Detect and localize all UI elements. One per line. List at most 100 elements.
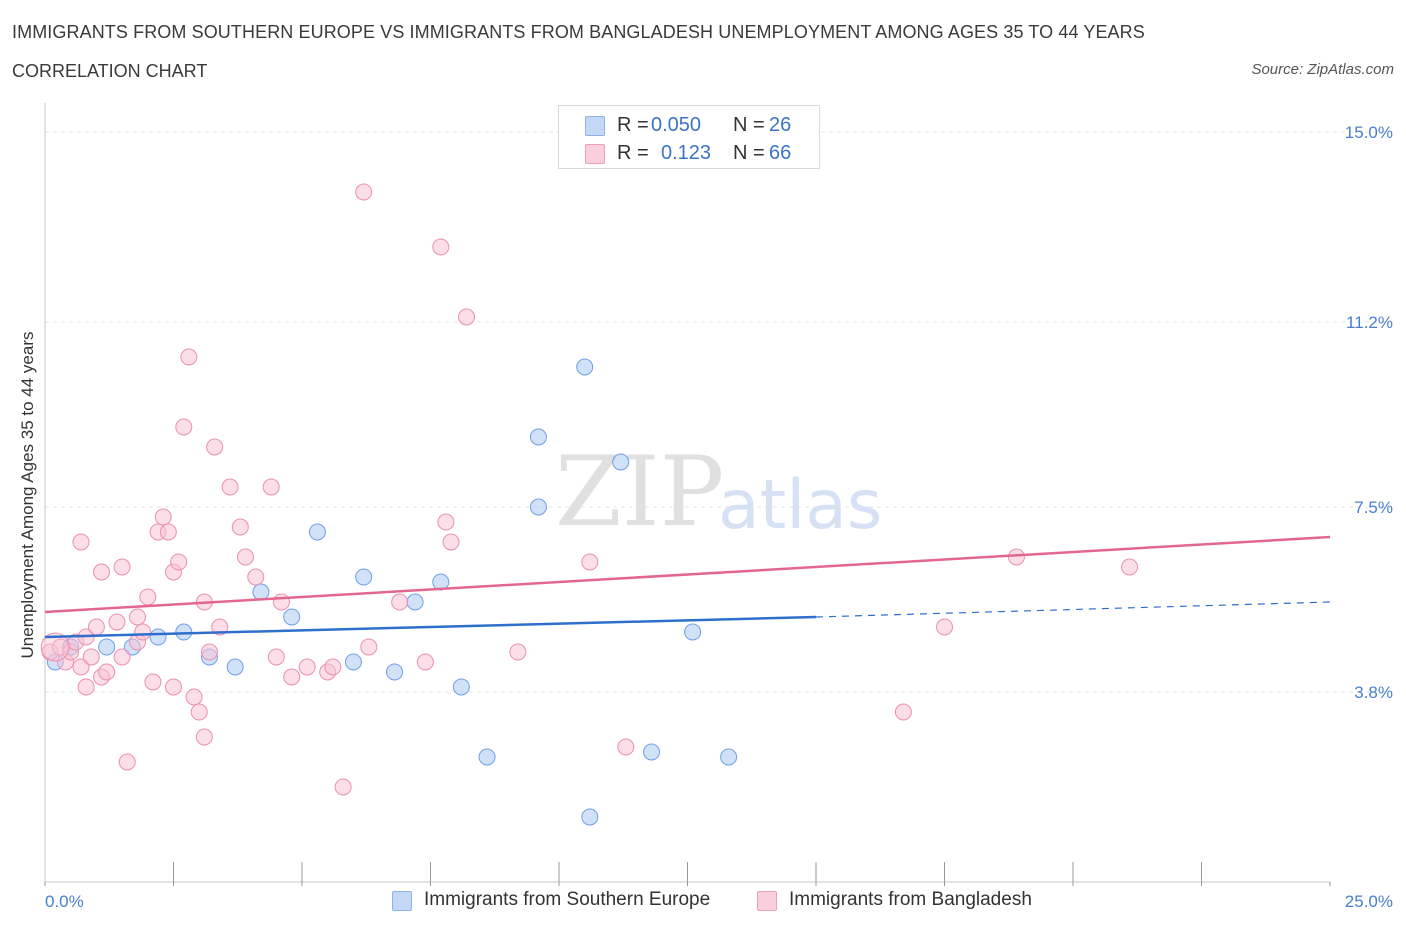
legend-r-label: R =: [617, 142, 649, 164]
point-bangladesh: [272, 593, 290, 611]
point-bangladesh: [134, 623, 152, 641]
point-bangladesh: [416, 653, 434, 671]
point-bangladesh: [139, 588, 157, 606]
y-tick-label: 3.8%: [1354, 683, 1393, 702]
point-bangladesh: [72, 533, 90, 551]
y-tick-label: 11.2%: [1346, 313, 1393, 332]
point-bangladesh: [936, 618, 953, 636]
point-southern-europe: [344, 653, 362, 671]
point-bangladesh: [262, 478, 280, 496]
point-southern-europe: [149, 628, 167, 646]
legend-swatch-pink: [757, 891, 777, 911]
point-bangladesh: [267, 648, 285, 666]
point-southern-europe: [612, 453, 630, 471]
point-bangladesh: [442, 533, 460, 551]
point-bangladesh: [118, 753, 136, 771]
point-southern-europe: [355, 568, 373, 586]
point-bangladesh: [894, 703, 912, 721]
point-bangladesh: [221, 478, 239, 496]
point-bangladesh: [206, 438, 224, 456]
point-bangladesh: [195, 728, 213, 746]
legend-label-bangladesh: Immigrants from Bangladesh: [789, 889, 1032, 910]
point-southern-europe: [98, 638, 116, 656]
point-southern-europe: [684, 623, 702, 641]
point-bangladesh: [617, 738, 635, 756]
point-bangladesh: [98, 663, 116, 681]
legend-r-value: 0.123: [661, 142, 712, 164]
legend-r-value: 0.050: [651, 114, 702, 136]
point-southern-europe: [478, 748, 496, 766]
point-bangladesh: [200, 643, 218, 661]
point-southern-europe: [529, 428, 547, 446]
point-bangladesh: [1007, 548, 1025, 566]
trend-extension-southern-europe: [815, 601, 1331, 618]
point-bangladesh: [247, 568, 265, 586]
correlation-legend: R = 0.050 N = 26 R = 0.123 N = 66: [558, 105, 820, 169]
point-bangladesh: [185, 688, 203, 706]
legend-r-label: R =: [617, 114, 649, 136]
point-bangladesh: [93, 563, 111, 581]
x-tick-label: 25.0%: [1345, 892, 1393, 911]
point-bangladesh: [154, 508, 172, 526]
point-southern-europe: [308, 523, 326, 541]
point-bangladesh: [129, 608, 147, 626]
y-tick-label: 15.0%: [1345, 123, 1393, 142]
legend-n-value: 26: [769, 114, 792, 136]
legend-n-label: N =: [733, 114, 765, 136]
point-cluster: [40, 632, 70, 662]
tick-labels: 3.8% 7.5% 11.2% 15.0% 0.0% 25.0%: [45, 123, 1393, 911]
point-southern-europe: [283, 608, 301, 626]
legend-n-value: 66: [769, 142, 792, 164]
axes: [44, 103, 1331, 886]
x-tick-label: 0.0%: [45, 892, 84, 911]
trend-lines: [44, 535, 1331, 639]
point-bangladesh: [144, 673, 162, 691]
grid-lines: [45, 131, 1390, 693]
point-bangladesh: [190, 703, 208, 721]
point-bangladesh: [165, 678, 182, 696]
point-bangladesh: [432, 238, 450, 256]
point-bangladesh: [159, 523, 177, 541]
legend-n-label: N =: [733, 142, 765, 164]
watermark-atlas: atlas: [718, 466, 882, 545]
point-southern-europe: [386, 663, 404, 681]
point-bangladesh: [355, 183, 373, 201]
point-southern-europe: [406, 593, 424, 611]
point-southern-europe: [643, 743, 661, 761]
point-southern-europe: [581, 808, 599, 826]
point-southern-europe: [720, 748, 738, 766]
legend-swatch-blue: [392, 891, 412, 911]
point-bangladesh: [360, 638, 378, 656]
data-points: [40, 183, 1139, 826]
point-bangladesh: [113, 558, 131, 576]
point-southern-europe: [452, 678, 470, 696]
chart-title: IMMIGRANTS FROM SOUTHERN EUROPE VS IMMIG…: [12, 22, 1145, 42]
point-bangladesh: [298, 658, 316, 676]
point-southern-europe: [226, 658, 244, 676]
trend-line-southern-europe: [44, 615, 817, 639]
point-bangladesh: [180, 348, 198, 366]
watermark: ZIP atlas: [555, 436, 882, 548]
legend-label-southern-europe: Immigrants from Southern Europe: [424, 889, 711, 910]
point-bangladesh: [175, 418, 193, 436]
point-bangladesh: [1121, 558, 1139, 576]
point-bangladesh: [457, 308, 475, 326]
point-bangladesh: [170, 553, 188, 571]
point-bangladesh: [72, 658, 90, 676]
legend-swatch-pink: [585, 144, 605, 164]
point-bangladesh: [437, 513, 455, 531]
point-bangladesh: [324, 658, 342, 676]
point-bangladesh: [236, 548, 254, 566]
point-bangladesh: [211, 618, 229, 636]
source-label: Source: ZipAtlas.com: [1251, 61, 1394, 78]
point-bangladesh: [509, 643, 527, 661]
point-bangladesh: [113, 648, 131, 666]
point-bangladesh: [87, 618, 105, 636]
point-bangladesh: [82, 648, 100, 666]
point-bangladesh: [77, 678, 95, 696]
point-bangladesh: [231, 518, 249, 536]
watermark-zip: ZIP: [555, 436, 724, 548]
trend-line-bangladesh: [44, 535, 1331, 614]
point-bangladesh: [283, 668, 301, 686]
